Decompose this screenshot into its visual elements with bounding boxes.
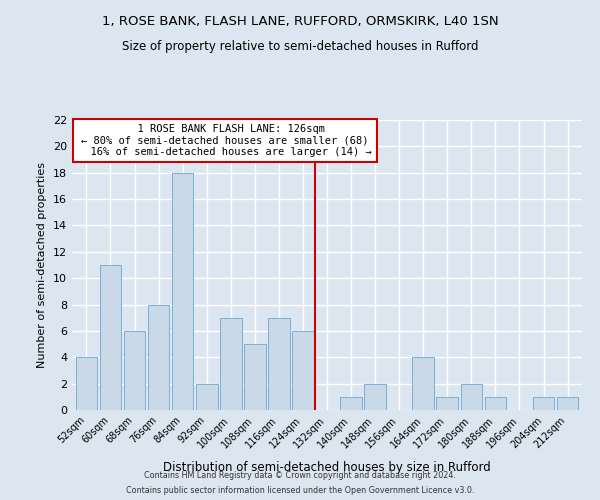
Text: Contains public sector information licensed under the Open Government Licence v3: Contains public sector information licen… — [126, 486, 474, 495]
Text: 1 ROSE BANK FLASH LANE: 126sqm
← 80% of semi-detached houses are smaller (68)
  : 1 ROSE BANK FLASH LANE: 126sqm ← 80% of … — [78, 124, 371, 157]
Bar — [148, 304, 169, 410]
Y-axis label: Number of semi-detached properties: Number of semi-detached properties — [37, 162, 47, 368]
Bar — [100, 265, 121, 410]
Bar — [461, 384, 482, 410]
Bar — [436, 397, 458, 410]
Bar — [172, 172, 193, 410]
Text: 1, ROSE BANK, FLASH LANE, RUFFORD, ORMSKIRK, L40 1SN: 1, ROSE BANK, FLASH LANE, RUFFORD, ORMSK… — [101, 15, 499, 28]
X-axis label: Distribution of semi-detached houses by size in Rufford: Distribution of semi-detached houses by … — [163, 461, 491, 474]
Bar — [340, 397, 362, 410]
Bar — [196, 384, 218, 410]
Bar — [76, 358, 97, 410]
Text: Size of property relative to semi-detached houses in Rufford: Size of property relative to semi-detach… — [122, 40, 478, 53]
Bar — [533, 397, 554, 410]
Bar — [268, 318, 290, 410]
Bar — [485, 397, 506, 410]
Bar — [412, 358, 434, 410]
Bar — [220, 318, 242, 410]
Bar — [364, 384, 386, 410]
Bar — [124, 331, 145, 410]
Bar — [244, 344, 266, 410]
Bar — [292, 331, 314, 410]
Bar — [557, 397, 578, 410]
Text: Contains HM Land Registry data © Crown copyright and database right 2024.: Contains HM Land Registry data © Crown c… — [144, 471, 456, 480]
